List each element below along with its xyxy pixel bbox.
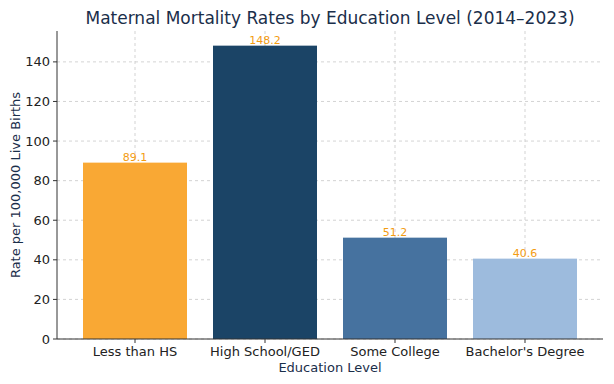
chart-container: 89.1 148.2 51.2 40.6 0 20 40 60 80 100 120 140 Less … <box>0 0 614 384</box>
data-label: 40.6 <box>513 247 538 260</box>
y-tick <box>53 339 57 340</box>
y-tick-label: 60 <box>33 213 50 228</box>
x-tick <box>395 339 396 343</box>
bar <box>343 238 447 339</box>
axes: 0 20 40 60 80 100 120 140 Less than HS High Schoo… <box>25 31 603 359</box>
x-tick-label: Bachelor's Degree <box>466 344 585 359</box>
y-axis-line <box>57 31 58 339</box>
grid <box>57 31 603 339</box>
x-axis-label: Education Level <box>278 360 381 375</box>
y-tick-label: 40 <box>33 252 50 267</box>
bar <box>473 259 577 339</box>
x-tick-label: High School/GED <box>210 344 320 359</box>
bars <box>83 46 577 339</box>
y-tick <box>53 220 57 221</box>
data-labels: 89.1 148.2 51.2 40.6 <box>123 34 538 260</box>
bar <box>213 46 317 339</box>
x-tick <box>525 339 526 343</box>
y-tick <box>53 101 57 102</box>
y-tick-label: 120 <box>25 94 50 109</box>
data-label: 148.2 <box>249 34 281 47</box>
x-tick <box>265 339 266 343</box>
y-tick-label: 20 <box>33 292 50 307</box>
y-tick-label: 80 <box>33 173 50 188</box>
y-grid-line <box>57 141 603 142</box>
bar <box>83 163 187 339</box>
data-label: 89.1 <box>123 151 148 164</box>
y-tick-label: 0 <box>42 332 50 347</box>
y-tick <box>53 141 57 142</box>
background <box>0 0 614 384</box>
y-grid-line <box>57 101 603 102</box>
data-label: 51.2 <box>383 226 408 239</box>
y-grid-line <box>57 61 603 62</box>
x-tick-label: Some College <box>350 344 440 359</box>
y-tick-label: 100 <box>25 134 50 149</box>
y-tick <box>53 180 57 181</box>
x-axis-line <box>57 339 603 340</box>
y-tick <box>53 299 57 300</box>
y-tick <box>53 61 57 62</box>
y-axis-label: Rate per 100,000 Live Births <box>8 92 23 278</box>
y-grid-line <box>57 339 603 340</box>
chart-svg: 89.1 148.2 51.2 40.6 0 20 40 60 80 100 120 140 Less … <box>0 0 614 384</box>
x-tick-label: Less than HS <box>93 344 177 359</box>
y-tick <box>53 259 57 260</box>
x-tick <box>135 339 136 343</box>
y-tick-label: 140 <box>25 54 50 69</box>
title: Maternal Mortality Rates by Education Le… <box>85 8 574 28</box>
